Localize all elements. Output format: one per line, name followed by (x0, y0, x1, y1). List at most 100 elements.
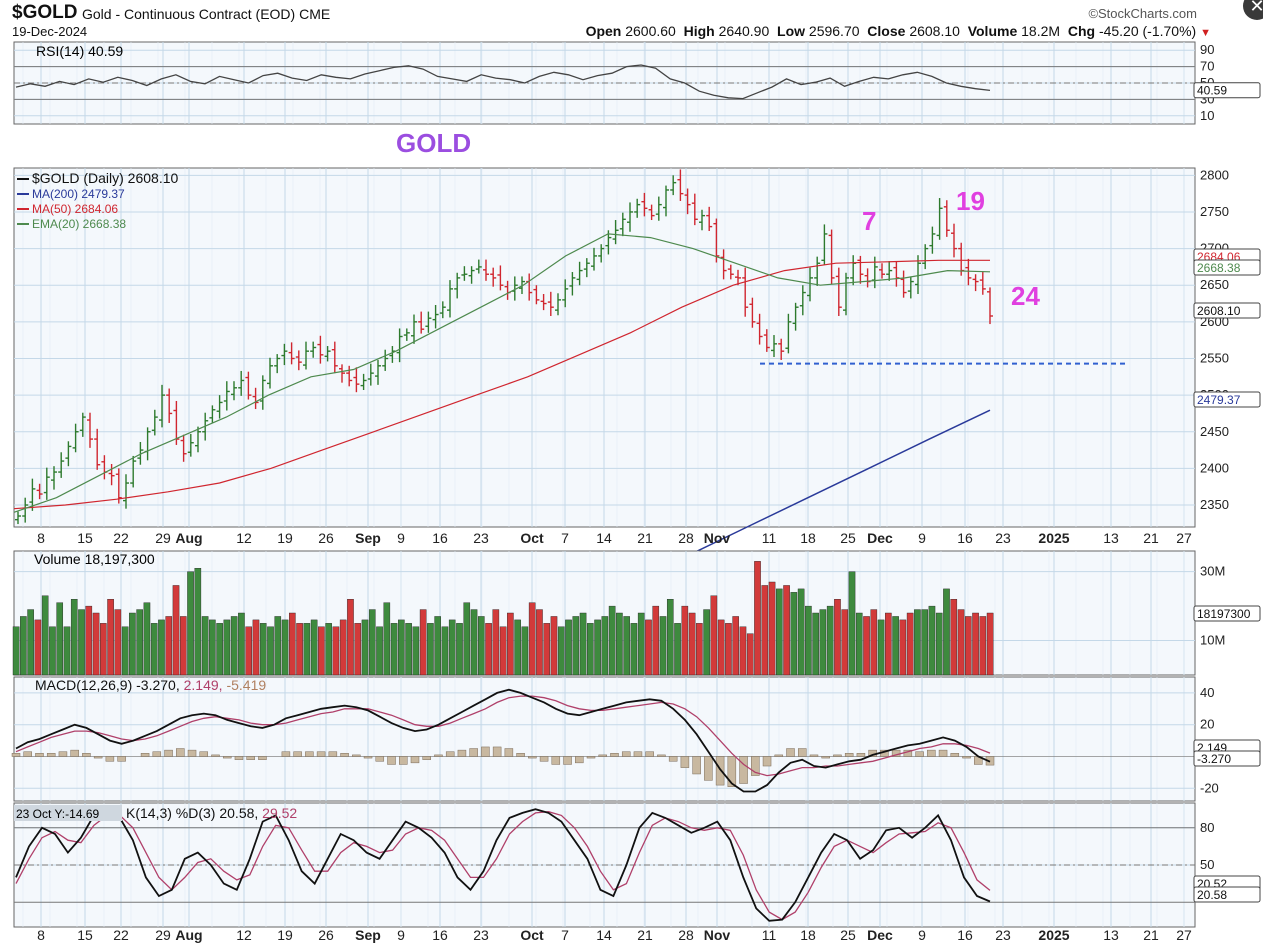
macd-histogram-bar (35, 753, 44, 757)
x-tick-label: 9 (397, 927, 405, 943)
x-tick-label: 23 (995, 530, 1011, 546)
x-tick-label: 26 (318, 530, 334, 546)
price-tag: 18197300 (1197, 607, 1251, 621)
macd-histogram-bar (633, 751, 643, 757)
x-tick-label: 21 (637, 530, 653, 546)
x-tick-label: 13 (1103, 927, 1119, 943)
volume-bar (637, 612, 645, 676)
y-tick-label: 2550 (1200, 350, 1229, 365)
price-tag: 2668.38 (1197, 261, 1241, 275)
volume-bar (797, 588, 805, 676)
volume-bar (150, 623, 158, 676)
volume-bar (274, 616, 282, 676)
macd-histogram-bar (46, 753, 56, 757)
x-tick-label: 15 (77, 530, 93, 546)
x-tick-label: 2025 (1038, 927, 1069, 943)
volume-bar (20, 616, 27, 676)
x-tick-label: 2025 (1038, 530, 1069, 546)
volume-bar (935, 612, 943, 676)
y-tick-label: 40 (1200, 685, 1214, 700)
y-tick-label: 2400 (1200, 460, 1229, 475)
macd-histogram-bar (797, 748, 807, 757)
x-tick-label: 22 (113, 530, 129, 546)
macd-histogram-bar (422, 756, 431, 760)
macd-histogram-bar (434, 754, 443, 757)
volume-bar (92, 612, 100, 676)
x-tick-label: 12 (236, 530, 252, 546)
volume-bar (390, 623, 398, 676)
macd-histogram-bar (563, 756, 572, 765)
volume-bar (652, 605, 660, 676)
macd-histogram-bar (856, 753, 866, 757)
volume-bar (427, 623, 434, 676)
macd-histogram-bar (610, 753, 619, 757)
volume-bar (964, 616, 972, 676)
x-tick-label: Nov (704, 927, 731, 943)
volume-bar (383, 602, 391, 676)
volume-bar (100, 623, 107, 676)
volume-bar (441, 626, 449, 676)
macd-histogram-bar (152, 751, 162, 757)
volume-bar (812, 612, 819, 676)
macd-histogram-bar (621, 751, 631, 757)
close-icon[interactable]: ✕ (1243, 0, 1263, 20)
volume-bar (470, 609, 478, 676)
volume-bar (332, 626, 340, 676)
x-tick-label: Sep (355, 927, 381, 943)
x-tick-label: 12 (236, 927, 252, 943)
low-label: Low (777, 23, 806, 39)
volume-bar (114, 609, 122, 676)
volume-bar (550, 616, 558, 676)
volume-bar (361, 619, 369, 676)
volume-bar (398, 619, 405, 676)
ma50-line (13, 259, 990, 510)
y-tick-label: 2450 (1200, 424, 1229, 439)
crosshair-tag-box (14, 805, 122, 821)
price-tag-box (1193, 750, 1261, 767)
price-legend-entry: EMA(20) 2668.38 (32, 217, 126, 231)
x-tick-label: 16 (432, 927, 448, 943)
volume-bar (696, 623, 703, 676)
volume-bar (732, 616, 739, 676)
ema20-line (13, 233, 991, 513)
volume-bar (165, 616, 173, 676)
ohlc-summary: Open 2600.60 High 2640.90 Low 2596.70 Cl… (586, 23, 1211, 39)
volume-bar (674, 623, 681, 676)
volume-bar (136, 609, 143, 676)
macd-histogram-bar (410, 756, 420, 764)
ticker-symbol: $GOLD (12, 2, 78, 23)
volume-bar (143, 602, 151, 676)
macd-histogram-bar (246, 756, 255, 760)
brand-watermark[interactable]: ©StockCharts.com (1088, 6, 1197, 21)
macd-histogram-bar (82, 753, 91, 757)
volume-bar (986, 612, 994, 676)
volume-bar (238, 612, 245, 676)
price-annotation: 7 (862, 206, 876, 236)
x-tick-label: 14 (596, 530, 612, 546)
volume-bar (557, 626, 565, 676)
macd-histogram-bar (352, 754, 361, 757)
volume-bar (768, 581, 776, 676)
volume-bar (56, 602, 64, 676)
macd-histogram-bar (305, 751, 314, 757)
macd-histogram-bar (316, 751, 326, 757)
volume-bar (70, 599, 78, 676)
x-tick-label: Sep (355, 530, 381, 546)
volume-bar (223, 619, 231, 676)
volume-bar (943, 588, 950, 676)
volume-bar (121, 626, 129, 676)
low-value: 2596.70 (808, 23, 860, 39)
x-tick-label: 21 (1143, 530, 1159, 546)
stoch-label: K(14,3) %D(3) 20.58, 29.52 (126, 805, 297, 821)
volume-label: Volume 18,197,300 (34, 551, 155, 567)
price-tag: 2479.37 (1197, 393, 1241, 407)
volume-bar (194, 568, 202, 676)
volume-bar (805, 605, 812, 676)
macd-histogram-bar (715, 756, 725, 786)
macd-histogram-bar (58, 751, 68, 757)
volume-bar (776, 588, 783, 676)
volume-bar (521, 626, 529, 676)
macd-histogram-bar (187, 749, 197, 757)
volume-bar (848, 571, 856, 676)
open-value: 2600.60 (625, 23, 676, 39)
